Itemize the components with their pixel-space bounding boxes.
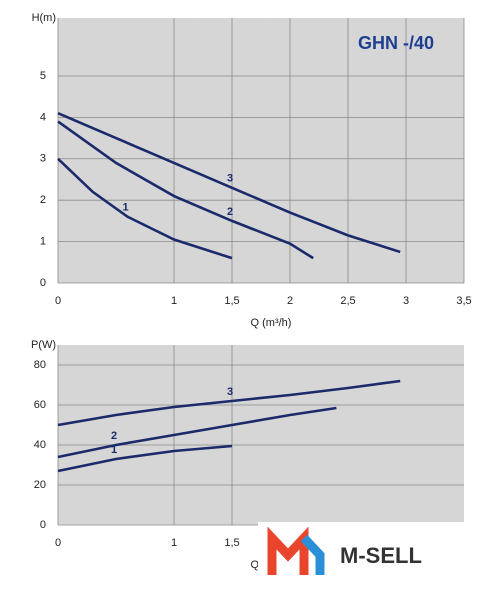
x-tick-label: 2 — [287, 295, 293, 307]
x-tick-label: 3,5 — [456, 295, 471, 307]
series-line — [57, 444, 233, 473]
x-tick-label: 1,5 — [224, 295, 239, 307]
logo-background — [258, 522, 495, 590]
series-label: 2 — [227, 206, 233, 218]
x-tick-label: 2,5 — [340, 295, 355, 307]
chart-title: GHN -/40 — [358, 33, 434, 53]
series-label: 3 — [227, 386, 233, 398]
series-line — [57, 120, 314, 260]
series-label: 1 — [123, 202, 129, 214]
y-tick-label: 0 — [40, 277, 46, 289]
series-label: 1 — [111, 444, 117, 456]
y-axis-label: H(m) — [32, 12, 56, 24]
y-tick-label: 4 — [40, 111, 46, 123]
x-axis-label: Q (m³/h) — [251, 317, 292, 329]
x-tick-label: 1 — [171, 295, 177, 307]
series-line — [57, 112, 401, 254]
logo-mark — [300, 534, 325, 575]
series-label: 3 — [227, 173, 233, 185]
plot-area — [58, 18, 464, 283]
x-tick-label: 0 — [55, 295, 61, 307]
x-tick-label: 3 — [403, 295, 409, 307]
x-tick-label: 1 — [171, 537, 177, 549]
y-tick-label: 60 — [34, 399, 46, 411]
y-tick-label: 0 — [40, 519, 46, 531]
y-tick-label: 80 — [34, 359, 46, 371]
y-tick-label: 40 — [34, 439, 46, 451]
logo-mark — [267, 526, 309, 575]
series-line — [57, 157, 233, 260]
logo-text: M-SELL — [340, 543, 422, 568]
series-line — [57, 406, 337, 459]
logo: M-SELL — [267, 526, 422, 575]
x-tick-label: 0 — [55, 537, 61, 549]
y-tick-label: 1 — [40, 236, 46, 248]
y-tick-label: 3 — [40, 153, 46, 165]
y-axis-label: P(W) — [31, 339, 56, 351]
y-tick-label: 5 — [40, 70, 46, 82]
series-label: 2 — [111, 430, 117, 442]
x-tick-label: 1,5 — [224, 537, 239, 549]
y-tick-label: 20 — [34, 479, 46, 491]
y-tick-label: 2 — [40, 194, 46, 206]
plot-area — [58, 345, 464, 525]
series-line — [57, 379, 401, 427]
